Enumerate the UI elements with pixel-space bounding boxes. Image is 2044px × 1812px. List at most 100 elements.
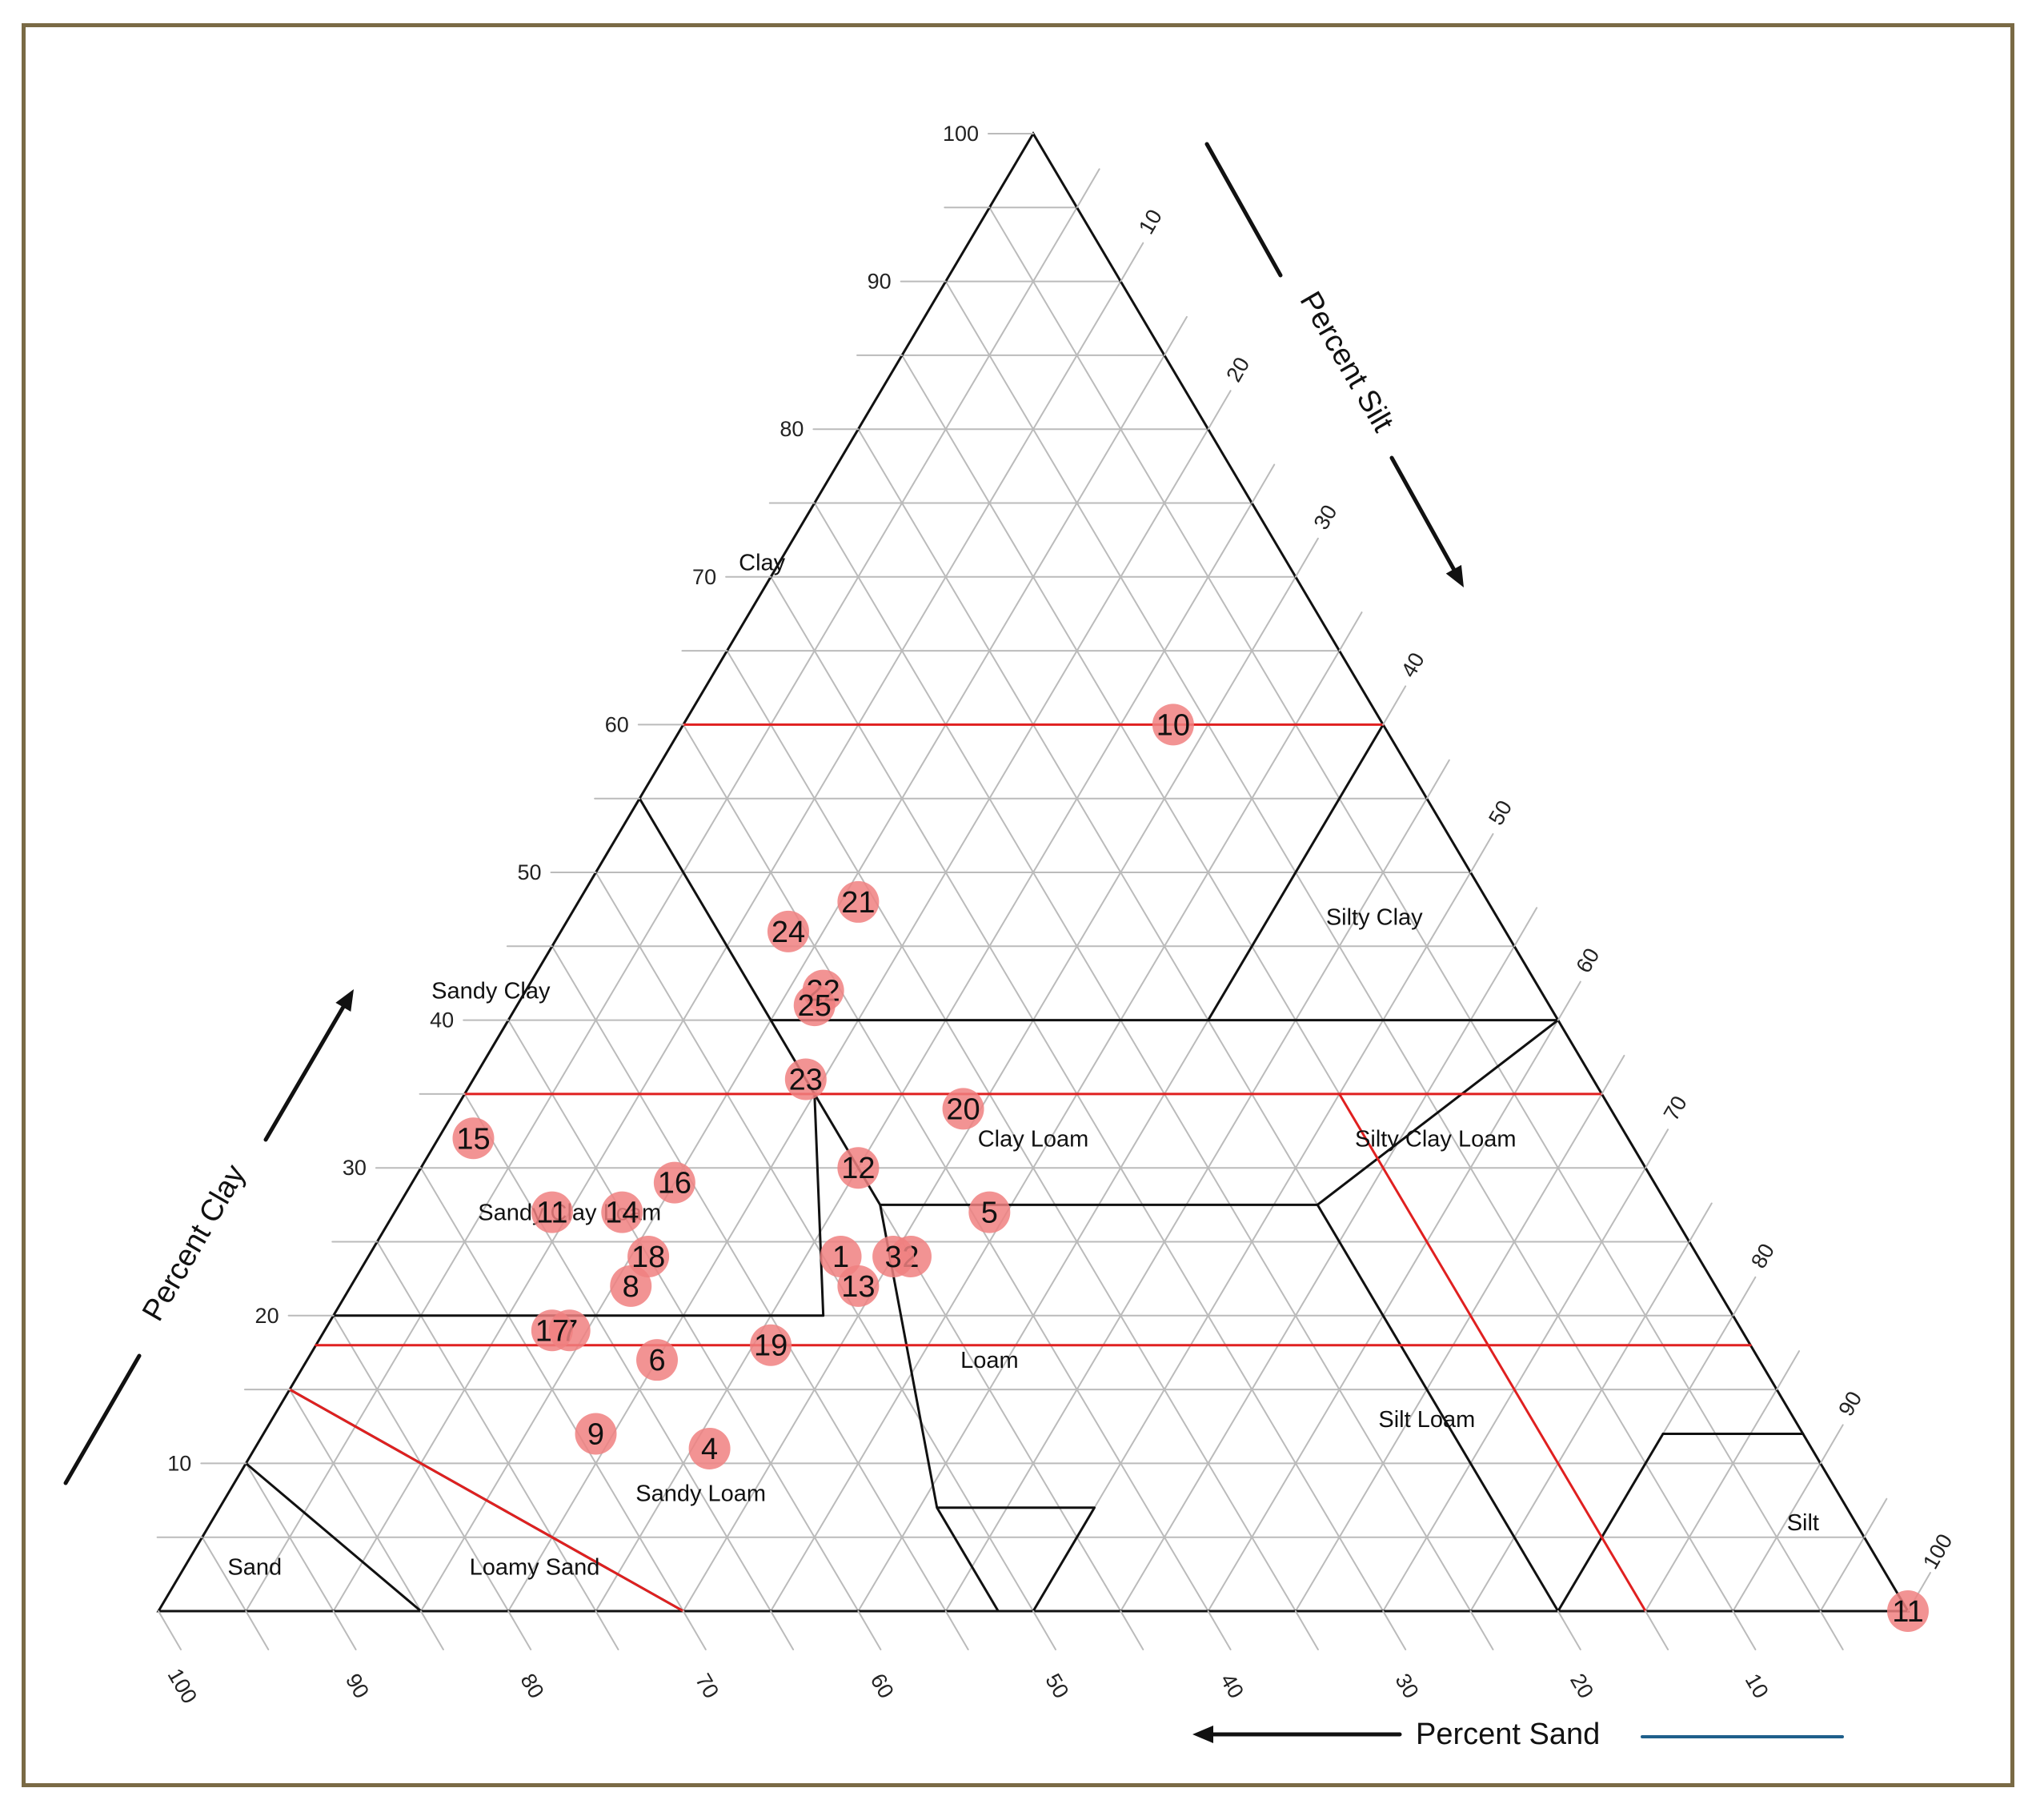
sand-tick	[682, 1610, 707, 1650]
data-point-16: 16	[653, 1161, 695, 1204]
data-point-marker	[531, 1191, 573, 1233]
silt-tick	[1513, 907, 1538, 948]
region-label-silty-clay: Silty Clay	[1326, 904, 1423, 930]
silt-tick-label: 40	[1397, 648, 1429, 681]
silt-axis-line-lower	[1389, 455, 1457, 574]
clay-tick-label: 80	[780, 417, 804, 441]
data-point-label: 6	[648, 1344, 665, 1377]
sand-tick	[507, 1610, 532, 1650]
silt-tick	[1469, 833, 1494, 873]
data-point-label: 17	[535, 1314, 569, 1348]
sand-tick-label: 40	[1216, 1670, 1248, 1702]
data-point-label: 25	[798, 989, 832, 1023]
class-boundary	[879, 1205, 1096, 1612]
silt-tick	[1382, 685, 1407, 726]
silt-tick	[1076, 168, 1100, 209]
data-point-marker	[784, 1058, 827, 1100]
silt-tick-label: 80	[1746, 1240, 1779, 1273]
gridline-silt	[1645, 1389, 1778, 1612]
gridline-sand	[813, 502, 1472, 1612]
silt-tick	[1338, 611, 1363, 652]
data-point-marker	[531, 1309, 573, 1352]
data-point-marker	[627, 1235, 670, 1277]
gridline-silt	[595, 502, 1253, 1612]
silt-tick	[1425, 759, 1450, 800]
region-label-clay-loam: Clay Loam	[978, 1126, 1089, 1152]
clay-tick-label: 50	[517, 860, 541, 884]
data-point-label: 15	[456, 1122, 490, 1156]
sand-tick-label: 100	[163, 1664, 202, 1707]
clay-tick-label: 70	[692, 565, 716, 589]
gridline-silt	[1732, 1462, 1822, 1612]
data-point-17: 17	[531, 1309, 573, 1352]
gridline-sand	[988, 206, 1822, 1612]
class-boundary	[936, 1507, 1000, 1612]
sand-tick	[1120, 1610, 1144, 1650]
data-point-label: 14	[605, 1197, 639, 1230]
gridline-silt	[419, 354, 1165, 1612]
gridline-sand	[201, 1536, 247, 1612]
silt-tick-label: 90	[1834, 1387, 1866, 1420]
sand-tick-label: 60	[866, 1670, 899, 1702]
data-point-13: 13	[837, 1265, 880, 1307]
silt-tick	[1645, 1128, 1669, 1169]
gridline-sand	[726, 650, 1297, 1612]
data-point-label: 9	[587, 1417, 604, 1451]
silt-axis-title: Percent Silt	[1293, 286, 1401, 438]
data-point-marker	[968, 1191, 1011, 1233]
figure-frame: 10 20 30 40 50 60 70 80 90 100 10 20 30 40 50 60 70 80 90 1…	[22, 23, 2014, 1787]
sand-tick-label: 70	[691, 1670, 723, 1702]
clay-axis-line-lower	[63, 1353, 142, 1485]
data-point-label: 10	[1156, 708, 1190, 742]
region-label-silt-loam: Silt Loam	[1378, 1407, 1475, 1433]
region-label-silty-clay-loam: Silty Clay Loam	[1355, 1126, 1516, 1152]
data-point-marker	[452, 1117, 495, 1160]
silt-tick	[1120, 242, 1144, 283]
data-point-3: 3	[872, 1235, 915, 1277]
gridline-sand	[551, 945, 947, 1612]
clay-axis-title: Percent Clay	[136, 1159, 252, 1326]
silt-tick-label: 10	[1134, 206, 1167, 239]
silt-tick-label: 50	[1484, 796, 1517, 829]
data-point-marker	[767, 910, 809, 952]
data-point-marker	[942, 1088, 984, 1130]
data-point-20: 20	[942, 1088, 984, 1130]
data-point-label: 16	[658, 1167, 691, 1201]
region-label-silt: Silt	[1787, 1510, 1819, 1536]
sand-tick-label: 10	[1741, 1670, 1773, 1702]
data-point-marker	[575, 1413, 617, 1455]
silt-axis-arrowhead	[1445, 564, 1464, 587]
sand-tick	[1294, 1610, 1319, 1650]
data-point-marker	[837, 880, 880, 923]
region-label-clay: Clay	[739, 550, 786, 575]
gridline-sand	[245, 1462, 335, 1612]
region-label-sandy-clay: Sandy Clay	[431, 979, 551, 1004]
silt-tick	[1207, 390, 1232, 431]
data-point-label: 11	[1892, 1595, 1923, 1629]
sand-tick-label: 30	[1390, 1670, 1423, 1702]
gridline-sand	[595, 872, 1034, 1612]
sand-tick	[1032, 1610, 1056, 1650]
silt-axis-line-upper	[1204, 142, 1283, 278]
silt-tick	[1163, 315, 1188, 356]
gridline-silt	[245, 206, 1078, 1612]
sand-tick	[1819, 1610, 1844, 1650]
data-point-label: 3	[885, 1241, 902, 1274]
class-boundary	[813, 1019, 1559, 1206]
data-point-marker	[837, 1265, 880, 1307]
sand-tick-label: 50	[1040, 1670, 1073, 1702]
data-point-5: 5	[968, 1191, 1011, 1233]
data-point-label: 23	[789, 1063, 823, 1096]
data-point-label: 8	[623, 1270, 639, 1304]
sand-tick	[1207, 1610, 1232, 1650]
data-point-marker	[1887, 1590, 1929, 1632]
data-point-label: 24	[772, 916, 805, 949]
gridline-sand	[419, 1167, 684, 1612]
clay-axis-arrowhead	[335, 989, 354, 1012]
silt-tick	[1251, 463, 1276, 504]
data-point-marker	[750, 1324, 792, 1366]
gridline-silt	[1294, 1092, 1603, 1612]
data-point-marker	[601, 1191, 643, 1233]
soil-texture-triangle: 10 20 30 40 50 60 70 80 90 100 10 20 30 40 50 60 70 80 90 1…	[63, 122, 1957, 1751]
clay-axis-line-upper	[263, 1004, 346, 1142]
